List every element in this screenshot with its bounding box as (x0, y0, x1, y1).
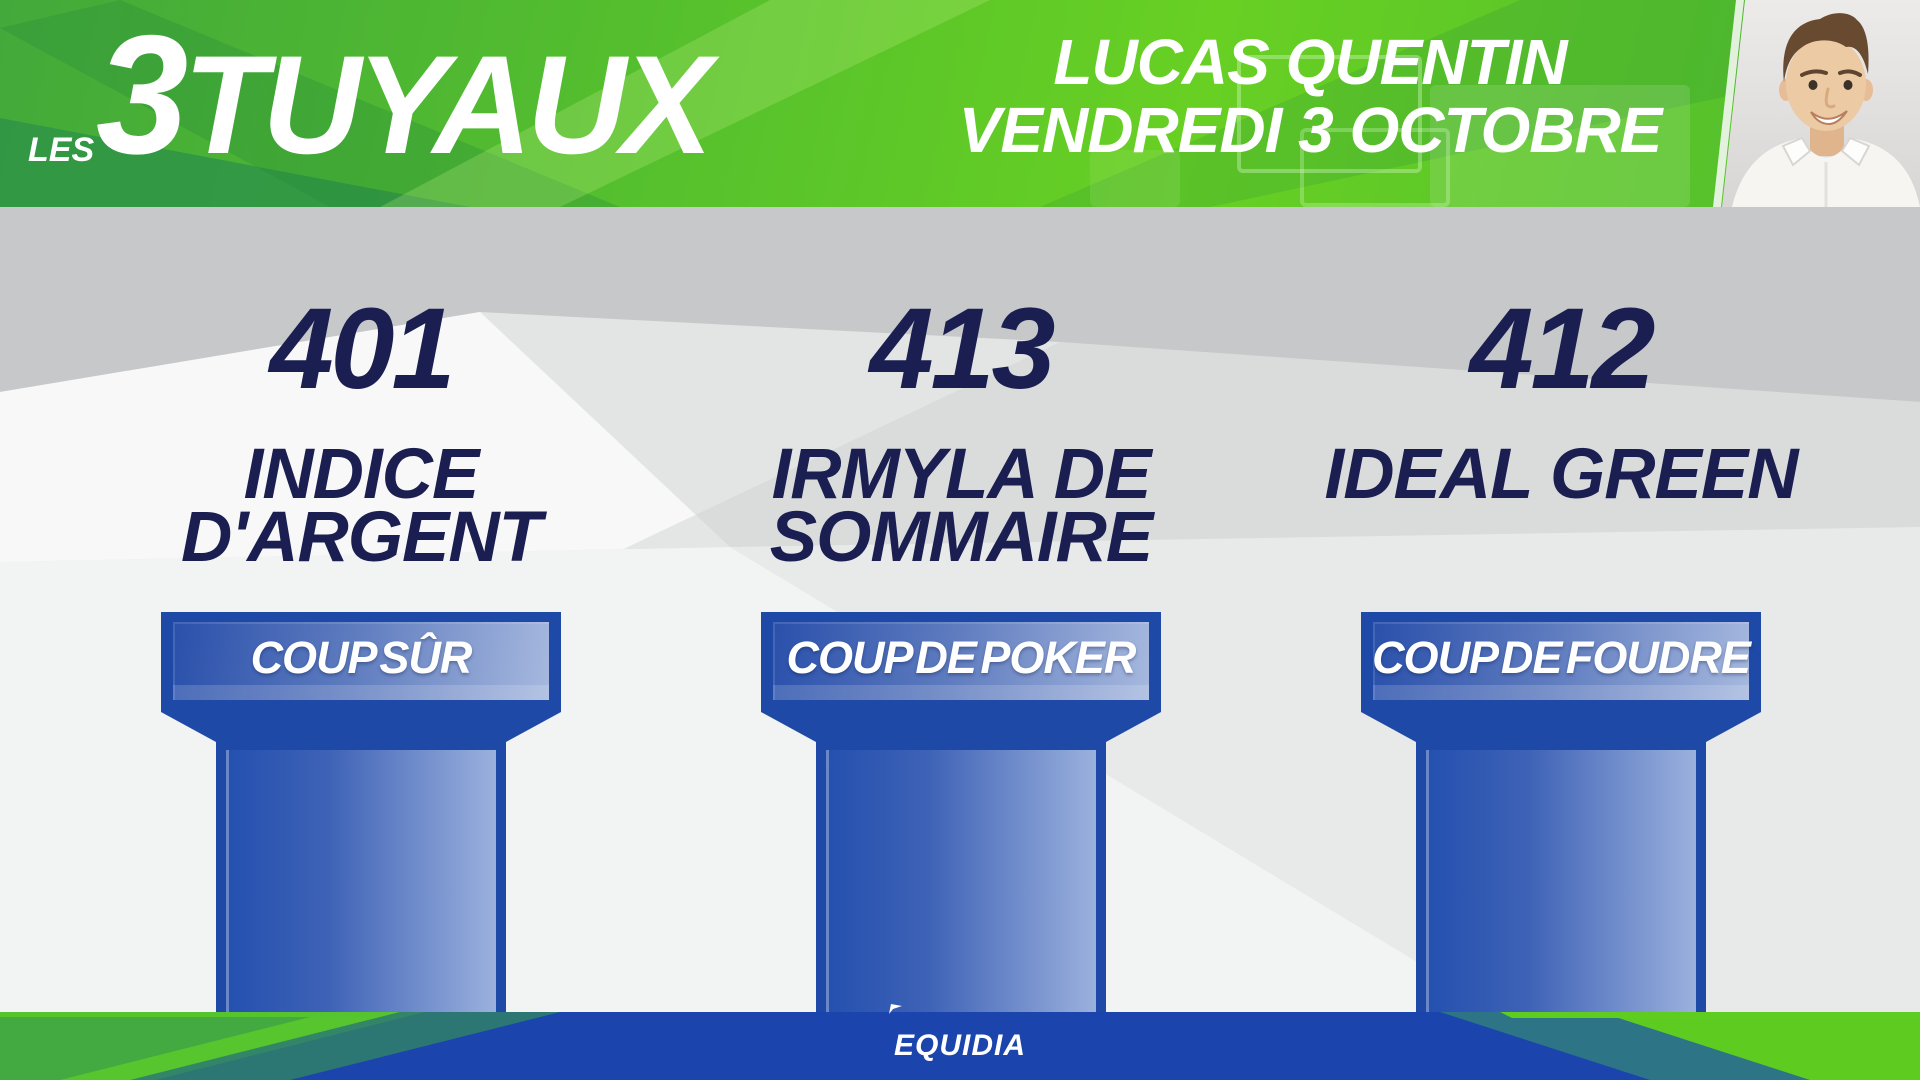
pipe-taper (161, 712, 561, 742)
pipe-stem (816, 742, 1106, 1012)
tip-category-label: COUP DE FOUDRE (1372, 632, 1751, 683)
presenter-portrait (1732, 13, 1920, 207)
tip-column-2: 413 IRMYLA DE SOMMAIRE COUP DE POKER (681, 207, 1241, 1012)
pipe-taper (761, 712, 1161, 742)
footer-bar: EQUIDIA (0, 1004, 1920, 1080)
presenter-photo (1722, 0, 1920, 207)
pipe-header: COUP DE FOUDRE (1361, 612, 1761, 712)
horse-number: 412 (1469, 285, 1656, 413)
show-title-prefix: LES (28, 131, 95, 169)
pipe-taper (1361, 712, 1761, 742)
horse-name: IRMYLA DE SOMMAIRE (641, 435, 1281, 577)
horse-name-line: IRMYLA DE (771, 435, 1152, 514)
pipe-stem-fill (826, 750, 1096, 1012)
tip-column-1: 401 INDICE D'ARGENT COUP SÛR (81, 207, 641, 1012)
header-banner: LES 3TUYAUX LUCAS QUENTIN VENDREDI 3 OCT… (0, 0, 1920, 207)
horse-name: IDEAL GREEN (1241, 435, 1881, 514)
pipe-header: COUP DE POKER (761, 612, 1161, 712)
tip-category-label: COUP SÛR (250, 632, 473, 683)
pipe-stem-fill (226, 750, 496, 1012)
horse-number: 413 (869, 285, 1056, 413)
equidia-wordmark: EQUIDIA (893, 1029, 1027, 1062)
horse-name-line: IDEAL GREEN (1324, 435, 1799, 514)
pipe-stem (1416, 742, 1706, 1012)
pipe-stem-fill (1426, 750, 1696, 1012)
horse-name: INDICE D'ARGENT (41, 435, 681, 577)
main-content: 401 INDICE D'ARGENT COUP SÛR 413 IRMYLA … (0, 207, 1920, 1012)
pipe-header: COUP SÛR (161, 612, 561, 712)
tip-category-label: COUP DE POKER (786, 632, 1137, 683)
show-title: 3TUYAUX (96, 0, 713, 189)
horse-name-line: D'ARGENT (181, 498, 542, 577)
horse-name-line: INDICE (243, 435, 480, 514)
tip-column-3: 412 IDEAL GREEN COUP DE FOUDRE (1281, 207, 1841, 1012)
presenter-block: LUCAS QUENTIN VENDREDI 3 OCTOBRE (930, 28, 1690, 164)
pipe-header-panel (1373, 622, 1749, 700)
broadcast-date: VENDREDI 3 OCTOBRE (958, 94, 1663, 166)
equidia-logo: EQUIDIA (888, 1004, 1027, 1080)
equidia-flag-icon (888, 1004, 902, 1014)
pipe-stem (216, 742, 506, 1012)
horse-name-line: SOMMAIRE (769, 498, 1154, 577)
presenter-name: LUCAS QUENTIN (1053, 26, 1567, 98)
horse-number: 401 (269, 285, 456, 413)
pipe-header-panel (173, 622, 549, 700)
pipe-header-panel (773, 622, 1149, 700)
